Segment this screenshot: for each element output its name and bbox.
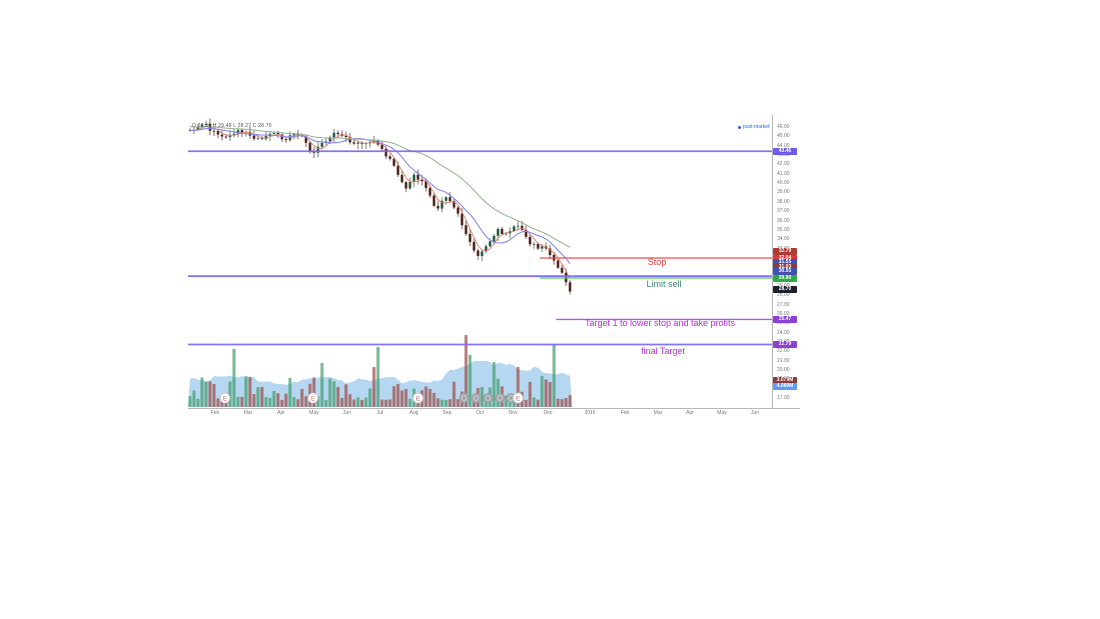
ma-line-slow: [189, 126, 571, 248]
time-tick: May: [717, 410, 727, 416]
session-label: post-market: [743, 124, 770, 130]
price-badge-ma-value-2[interactable]: 31.03: [773, 263, 797, 271]
time-tick: Jun: [342, 410, 352, 416]
volume-badge-0: 3.079M: [773, 376, 797, 384]
price-tick: 21.00: [777, 357, 790, 364]
time-tick: Jul: [376, 410, 384, 416]
price-tick: 26.00: [777, 311, 790, 317]
price-tick: 43.00: [777, 152, 790, 159]
price-tick: 38.00: [777, 198, 790, 205]
price-tick: 39.00: [777, 189, 790, 196]
final-target-label[interactable]: final Target: [641, 346, 685, 356]
volume-bars: [188, 335, 572, 407]
svg-text:E: E: [516, 396, 520, 402]
session-dot-icon: [738, 125, 741, 129]
time-tick: Oct: [476, 410, 484, 416]
price-badge-target1-line[interactable]: 25.47: [773, 315, 797, 323]
price-badge-ma-value-3[interactable]: 30.55: [773, 268, 797, 276]
time-tick: Dec: [543, 410, 553, 416]
time-tick: Apr: [686, 410, 694, 416]
price-tick: 42.00: [777, 161, 790, 168]
time-tick: 2016: [584, 410, 596, 416]
level-lines: [188, 150, 772, 346]
price-tick: 20.00: [777, 367, 790, 374]
time-tick: Jun: [750, 410, 760, 416]
price-tick: 27.00: [777, 301, 790, 308]
time-tick: Nov: [508, 410, 518, 416]
axis-borders: [188, 115, 800, 409]
time-tick: May: [309, 410, 319, 416]
limit-sell-label[interactable]: Limit sell: [646, 279, 682, 289]
time-tick: Feb: [210, 410, 220, 416]
price-tick: 37.00: [777, 208, 790, 215]
ma-medium: [189, 128, 571, 265]
stop-label[interactable]: Stop: [647, 256, 667, 267]
price-tick: 46.00: [777, 124, 790, 130]
time-tick: Sep: [442, 410, 452, 416]
price-tick: 45.00: [777, 133, 790, 140]
time-tick: Apr: [277, 410, 285, 416]
price-tick: 17.00: [777, 395, 790, 402]
time-tick: Mar: [653, 410, 663, 416]
price-badge-upper-range-line[interactable]: 43.46: [773, 147, 797, 155]
time-tick: Mar: [243, 410, 253, 416]
volume-badge-1: 4.089M: [773, 382, 797, 390]
ohlc-legend: O 29.36 H 29.48 L 28.27 C 28.70: [192, 123, 272, 129]
ma-line-medium: [189, 128, 571, 265]
price-tick: 41.00: [777, 170, 790, 177]
price-badge-final-target-line[interactable]: 22.79: [773, 341, 797, 348]
ma-line-fast: [189, 126, 571, 279]
time-tick: Aug: [409, 410, 419, 416]
price-tick: 28.00: [777, 292, 790, 299]
ma-slow: [189, 126, 571, 248]
price-tick: 44.00: [777, 142, 790, 149]
price-tick: 34.00: [777, 236, 790, 243]
time-tick: Feb: [620, 410, 630, 416]
price-tick: 22.00: [777, 348, 790, 355]
price-badge-limit-sell-line[interactable]: 29.90: [773, 274, 797, 282]
price-badge-last-price[interactable]: 28.70: [773, 285, 797, 293]
svg-text:E: E: [416, 396, 420, 402]
price-tick: 40.00: [777, 180, 790, 187]
price-tick: 35.00: [777, 226, 790, 233]
svg-text:E: E: [223, 396, 227, 402]
price-tick: 25.00: [777, 320, 790, 327]
target1-label[interactable]: Target 1 to lower stop and take profits: [584, 318, 736, 328]
price-badge-stop-band-upper[interactable]: 32.79: [773, 247, 797, 255]
price-tick: 36.00: [777, 217, 790, 224]
session-status: post-market: [738, 124, 769, 130]
ma-fast: [189, 126, 571, 279]
price-tick: 24.00: [777, 329, 790, 336]
price-badge-ma-value-1[interactable]: 31.55: [773, 259, 797, 267]
svg-text:E: E: [311, 396, 315, 402]
price-badge-stop-line[interactable]: 32.04: [773, 254, 797, 262]
candles: [188, 118, 572, 295]
